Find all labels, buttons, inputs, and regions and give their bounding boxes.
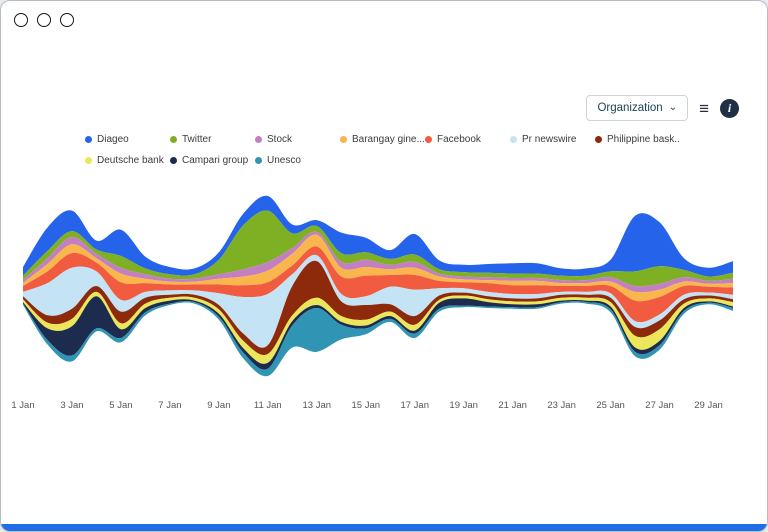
organization-dropdown-label: Organization — [597, 102, 663, 114]
x-tick-label: 27 Jan — [645, 400, 674, 411]
x-tick-label: 19 Jan — [449, 400, 478, 411]
streamgraph-svg — [23, 195, 733, 377]
x-tick-label: 15 Jan — [351, 400, 381, 411]
legend-item-campari-group[interactable]: Campari group — [170, 155, 255, 166]
x-tick-label: 25 Jan — [596, 400, 625, 411]
x-tick-label: 7 Jan — [158, 400, 182, 411]
legend: Diageo Twitter Stock Barangay gine... Facebo… — [85, 134, 680, 166]
x-tick-label: 9 Jan — [207, 400, 231, 411]
legend-label: Stock — [267, 134, 293, 145]
window-control-1[interactable] — [14, 13, 28, 27]
x-axis: 1 Jan 3 Jan 5 Jan 7 Jan 9 Jan 11 Jan 13 Jan 15 … — [1, 400, 767, 414]
x-tick-label: 1 Jan — [11, 400, 35, 411]
legend-item-stock[interactable]: Stock — [255, 134, 340, 145]
x-tick-label: 21 Jan — [498, 400, 527, 411]
list-icon: ≡ — [699, 98, 709, 118]
organization-dropdown[interactable]: Organization ⌄ — [586, 95, 689, 121]
legend-item-twitter[interactable]: Twitter — [170, 134, 255, 145]
x-tick-label: 3 Jan — [60, 400, 84, 411]
legend-item-facebook[interactable]: Facebook — [425, 134, 510, 145]
window-control-2[interactable] — [37, 13, 51, 27]
titlebar — [14, 13, 74, 27]
legend-label: Campari group — [182, 155, 249, 166]
stream-band-stock — [23, 231, 733, 293]
legend-label: Philippine bask... — [607, 134, 680, 145]
legend-label: Diageo — [97, 134, 129, 145]
legend-swatch — [85, 157, 92, 164]
legend-label: Unesco — [267, 155, 301, 166]
x-tick-label: 5 Jan — [109, 400, 133, 411]
x-tick-label: 29 Jan — [694, 400, 723, 411]
chevron-down-icon: ⌄ — [668, 102, 678, 113]
legend-item-pr-newswire[interactable]: Pr newswire — [510, 134, 595, 145]
legend-swatch — [85, 136, 92, 143]
legend-item-barangay-gine[interactable]: Barangay gine... — [340, 134, 425, 145]
stream-band-barangay-gine — [23, 234, 733, 302]
footer-bar — [1, 524, 767, 531]
legend-label: Barangay gine... — [352, 134, 425, 145]
legend-swatch — [595, 136, 602, 143]
legend-label: Twitter — [182, 134, 212, 145]
legend-swatch — [340, 136, 347, 143]
legend-item-deutsche-bank[interactable]: Deutsche bank — [85, 155, 170, 166]
info-button[interactable]: i — [720, 98, 739, 118]
legend-item-diageo[interactable]: Diageo — [85, 134, 170, 145]
legend-label: Facebook — [437, 134, 481, 145]
stream-band-campari-group — [23, 296, 733, 370]
x-tick-label: 23 Jan — [547, 400, 576, 411]
legend-swatch — [510, 136, 517, 143]
legend-swatch — [255, 136, 262, 143]
legend-label: Deutsche bank — [97, 155, 164, 166]
legend-item-philippine-bask[interactable]: Philippine bask... — [595, 134, 680, 145]
x-tick-label: 17 Jan — [400, 400, 429, 411]
legend-swatch — [170, 136, 177, 143]
legend-item-unesco[interactable]: Unesco — [255, 155, 340, 166]
info-icon: i — [727, 101, 732, 115]
stream-band-twitter — [23, 210, 733, 287]
stream-band-facebook — [23, 246, 733, 323]
legend-label: Pr newswire — [522, 134, 577, 145]
list-view-button[interactable]: ≡ — [699, 100, 709, 117]
legend-swatch — [425, 136, 432, 143]
stream-band-philippine-bask — [23, 260, 733, 356]
window-control-3[interactable] — [60, 13, 74, 27]
x-tick-label: 11 Jan — [253, 400, 282, 411]
legend-swatch — [170, 157, 177, 164]
x-tick-label: 13 Jan — [302, 400, 332, 411]
stream-band-pr-newswire — [23, 254, 733, 348]
legend-swatch — [255, 157, 262, 164]
chart-controls: Organization ⌄ ≡ i — [586, 95, 739, 121]
